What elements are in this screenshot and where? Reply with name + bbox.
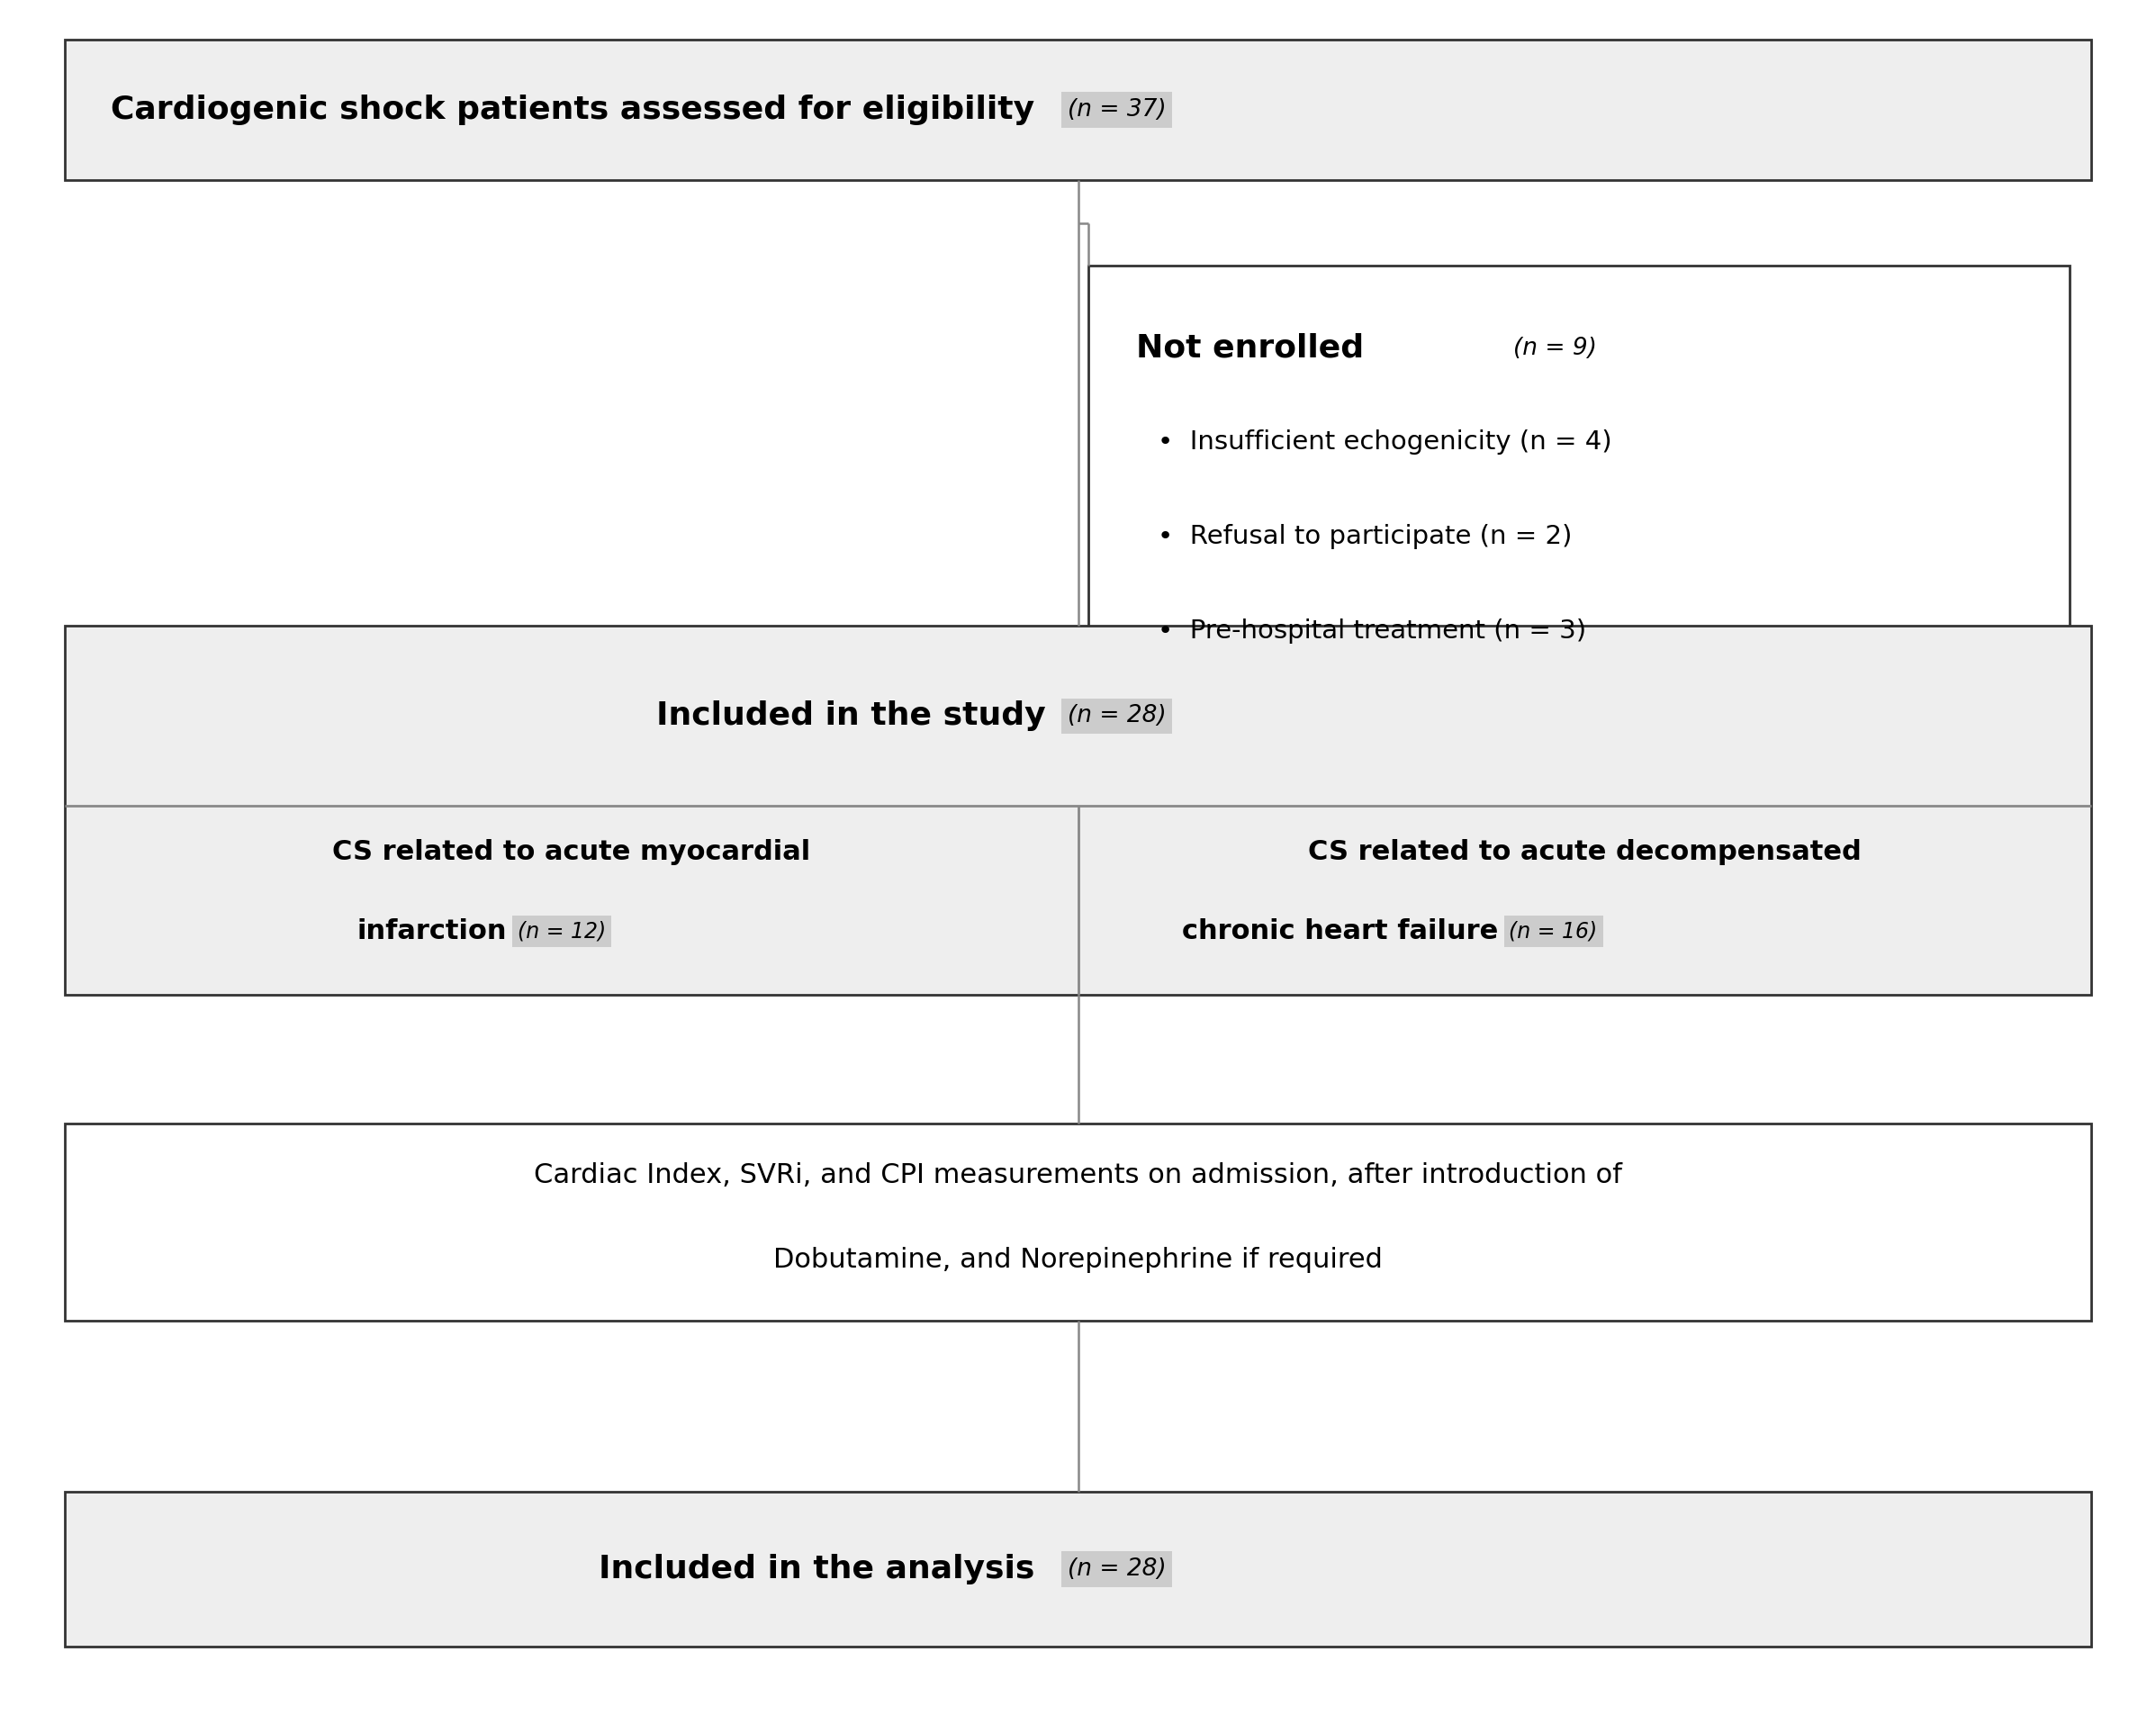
Text: Cardiac Index, SVRi, and CPI measurements on admission, after introduction of: Cardiac Index, SVRi, and CPI measurement… xyxy=(535,1163,1621,1188)
FancyBboxPatch shape xyxy=(1089,266,2070,703)
Text: •  Insufficient echogenicity (n = 4): • Insufficient echogenicity (n = 4) xyxy=(1158,430,1613,454)
Text: •  Refusal to participate (n = 2): • Refusal to participate (n = 2) xyxy=(1158,525,1572,549)
FancyBboxPatch shape xyxy=(65,626,2091,995)
Text: (n = 28): (n = 28) xyxy=(1067,705,1166,727)
Text: CS related to acute decompensated: CS related to acute decompensated xyxy=(1309,839,1861,866)
Text: Not enrolled: Not enrolled xyxy=(1136,333,1365,364)
FancyBboxPatch shape xyxy=(65,1492,2091,1646)
FancyBboxPatch shape xyxy=(65,1123,2091,1321)
Text: (n = 12): (n = 12) xyxy=(517,921,606,942)
Text: (n = 16): (n = 16) xyxy=(1509,921,1598,942)
Text: Included in the study: Included in the study xyxy=(655,701,1046,731)
Text: (n = 37): (n = 37) xyxy=(1067,98,1166,122)
Text: •  Pre-hospital treatment (n = 3): • Pre-hospital treatment (n = 3) xyxy=(1158,619,1587,643)
Text: (n = 9): (n = 9) xyxy=(1514,336,1598,360)
Text: (n = 28): (n = 28) xyxy=(1067,1557,1166,1581)
FancyBboxPatch shape xyxy=(65,39,2091,180)
Text: Included in the analysis: Included in the analysis xyxy=(599,1554,1035,1585)
Text: infarction: infarction xyxy=(356,918,507,945)
Text: CS related to acute myocardial: CS related to acute myocardial xyxy=(332,839,811,866)
Text: chronic heart failure: chronic heart failure xyxy=(1181,918,1498,945)
Text: Dobutamine, and Norepinephrine if required: Dobutamine, and Norepinephrine if requir… xyxy=(774,1247,1382,1273)
Text: Cardiogenic shock patients assessed for eligibility: Cardiogenic shock patients assessed for … xyxy=(112,94,1035,125)
